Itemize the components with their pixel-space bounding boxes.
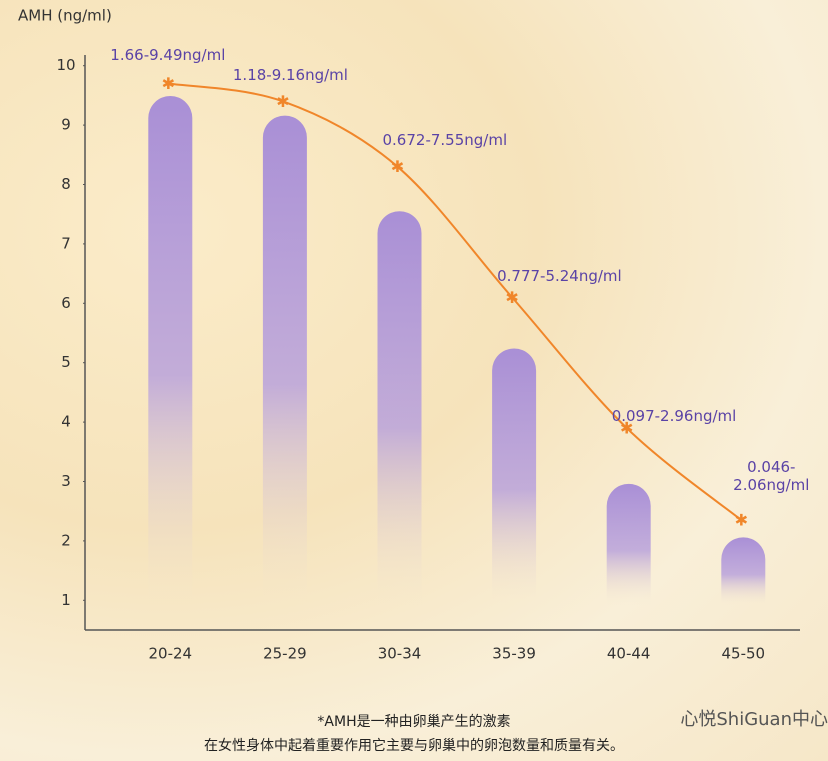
range-label: 0.777-5.24ng/ml: [497, 267, 622, 286]
y-axis-title: AMH (ng/ml): [18, 7, 112, 25]
y-tick-label: 10: [56, 56, 75, 74]
range-label: 1.66-9.49ng/ml: [110, 45, 226, 64]
y-tick-label: 3: [61, 472, 71, 490]
bar: [262, 115, 307, 605]
star-marker: ✱: [276, 92, 289, 111]
x-tick-label: 20-24: [149, 645, 193, 663]
x-tick-label: 25-29: [263, 645, 307, 663]
x-tick-label: 35-39: [492, 645, 536, 663]
range-label: 0.097-2.96ng/ml: [611, 407, 737, 426]
x-tick-label: 30-34: [378, 645, 422, 663]
y-tick-label: 2: [61, 531, 71, 549]
footnote: 在女性身体中起着重要作用它主要与卵巢中的卵泡数量和质量有关。: [204, 738, 624, 754]
bar: [492, 348, 537, 605]
y-tick-label: 5: [61, 353, 71, 371]
star-marker: ✱: [162, 74, 175, 93]
star-marker: ✱: [505, 288, 518, 307]
bar: [377, 211, 422, 605]
y-tick-label: 7: [61, 234, 71, 252]
bar: [148, 95, 193, 605]
y-tick-label: 9: [61, 116, 71, 134]
range-label: 1.18-9.16ng/ml: [232, 66, 348, 85]
star-marker: ✱: [391, 157, 404, 176]
star-marker: ✱: [620, 419, 633, 438]
y-tick-label: 8: [61, 175, 71, 193]
trend-line: [168, 82, 742, 521]
y-tick-label: 4: [61, 413, 71, 431]
star-marker: ✱: [735, 511, 748, 530]
bar: [721, 537, 766, 605]
range-label: 0.672-7.55ng/ml: [382, 130, 508, 149]
footnote: *AMH是一种由卵巢产生的激素: [317, 714, 511, 730]
x-tick-label: 40-44: [607, 645, 651, 663]
watermark: 心悦ShiGuan中心: [680, 709, 828, 730]
y-tick-label: 1: [61, 591, 71, 609]
bar: [606, 483, 651, 605]
y-tick-label: 6: [61, 294, 71, 312]
x-tick-label: 45-50: [722, 645, 766, 663]
range-label: 0.046-2.06ng/ml: [733, 458, 810, 495]
